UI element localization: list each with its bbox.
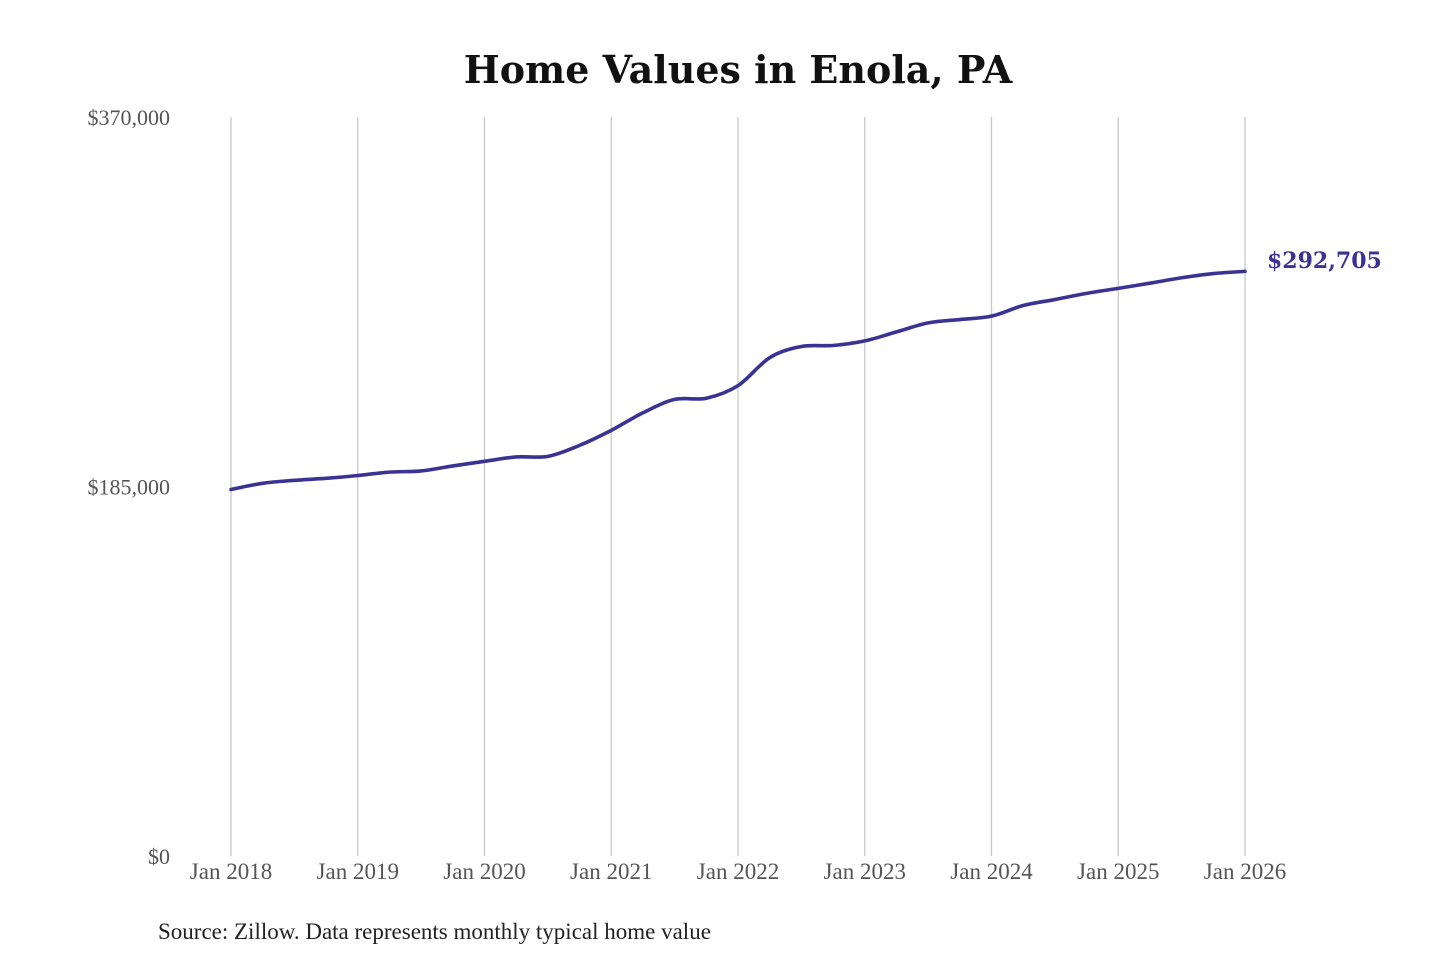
series-lines — [229, 269, 1247, 492]
x-tick-label: Jan 2023 — [824, 859, 906, 884]
x-tick-label: Jan 2018 — [190, 859, 272, 884]
x-tick-label: Jan 2026 — [1204, 859, 1286, 884]
home-value-line — [229, 269, 1247, 492]
x-tick-label: Jan 2021 — [570, 859, 652, 884]
x-tick-label: Jan 2024 — [950, 859, 1033, 884]
vertical-gridlines — [230, 117, 1246, 856]
x-tick-label: Jan 2019 — [317, 859, 399, 884]
y-tick-label: $0 — [148, 844, 170, 869]
x-tick-label: Jan 2025 — [1077, 859, 1159, 884]
y-axis-tick-labels: $0 $185,000 $370,000 — [88, 105, 171, 869]
x-axis-tick-labels: Jan 2018 Jan 2019 Jan 2020 Jan 2021 Jan 2022… — [190, 859, 1286, 884]
chart-title: Home Values in Enola, PA — [464, 47, 1013, 92]
source-note: Source: Zillow. Data represents monthly … — [158, 919, 711, 944]
end-value-label: $292,705 — [1267, 248, 1382, 274]
x-tick-label: Jan 2022 — [697, 859, 779, 884]
y-tick-label: $185,000 — [88, 475, 171, 500]
x-tick-label: Jan 2020 — [443, 859, 525, 884]
y-tick-label: $370,000 — [88, 105, 171, 130]
